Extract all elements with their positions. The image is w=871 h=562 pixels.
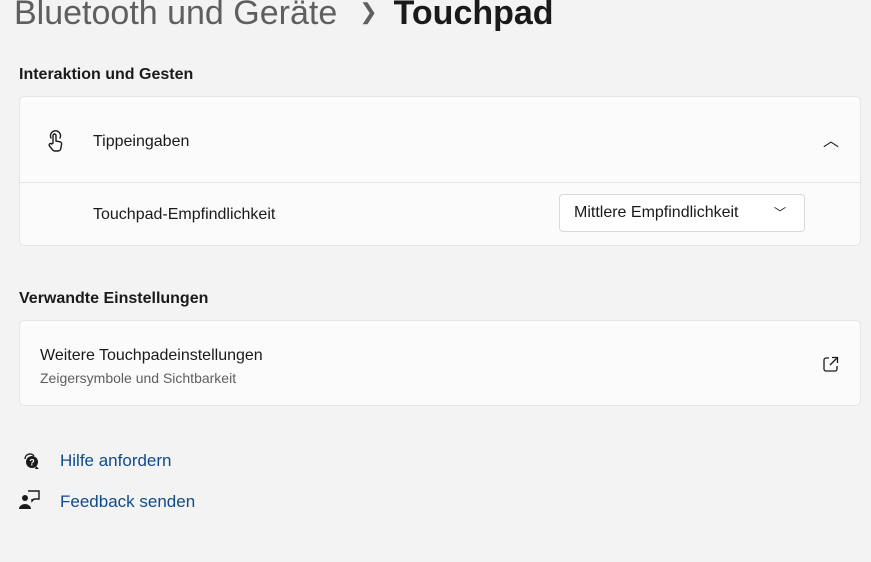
item-title: Weitere Touchpadeinstellungen (40, 347, 263, 364)
breadcrumb: Bluetooth und Geräte ❯ Touchpad (14, 0, 554, 33)
dropdown-value: Mittlere Empfindlichkeit (574, 204, 739, 221)
chevron-up-icon[interactable]: ︿ (823, 133, 840, 150)
tap-hand-icon (48, 130, 63, 152)
more-touchpad-settings[interactable]: Weitere Touchpadeinstellungen Zeigersymb… (19, 320, 861, 406)
item-subtitle: Zeigersymbole und Sichtbarkeit (40, 370, 237, 386)
chevron-right-icon: ❯ (359, 0, 378, 24)
chevron-down-icon: ﹀ (773, 206, 786, 220)
external-link-icon (823, 356, 839, 372)
help-chat-icon: ? (24, 453, 39, 469)
section-heading: Verwandte Einstellungen (19, 290, 209, 307)
page-title: Touchpad (393, 0, 554, 32)
feedback-icon (19, 490, 40, 509)
help-label[interactable]: Hilfe anfordern (60, 451, 172, 470)
section-heading: Interaktion und Gesten (19, 66, 194, 83)
breadcrumb-parent[interactable]: Bluetooth und Geräte (14, 0, 338, 32)
expander-label: Tippeingaben (93, 133, 190, 150)
sensitivity-label: Touchpad-Empfindlichkeit (93, 206, 276, 223)
svg-text:?: ? (29, 458, 35, 468)
sensitivity-dropdown[interactable]: Mittlere Empfindlichkeit ﹀ (559, 194, 805, 232)
feedback-label[interactable]: Feedback senden (60, 492, 196, 511)
tippeingaben-expander[interactable]: Tippeingaben ︿ (20, 97, 860, 183)
tap-settings-card: Tippeingaben ︿ Touchpad-Empfindlichkeit (19, 96, 861, 246)
